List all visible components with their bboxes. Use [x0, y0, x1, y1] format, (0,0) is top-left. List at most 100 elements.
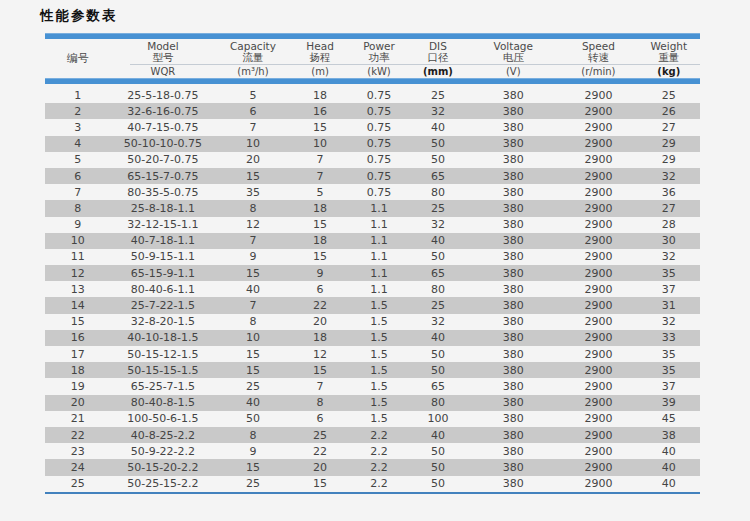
table-cell: 20 — [291, 461, 350, 474]
table-cell: 2900 — [559, 283, 638, 296]
table-cell: 380 — [467, 315, 559, 328]
table-cell: 10 — [215, 331, 290, 344]
table-cell: 380 — [467, 445, 559, 458]
table-cell: 27 — [638, 202, 700, 215]
table-cell: 25 — [291, 429, 350, 442]
header-label: Capacity流量 — [230, 39, 276, 65]
table-cell: 2900 — [559, 396, 638, 409]
table-cell: 45 — [638, 412, 700, 425]
table-bottom-rule — [45, 492, 700, 494]
header-label: Voltage电压 — [494, 39, 533, 65]
table-cell: 380 — [467, 218, 559, 231]
header-unit: (V) — [506, 65, 521, 78]
table-cell: 15 — [291, 121, 350, 134]
table-cell: 1.1 — [350, 283, 409, 296]
table-cell: 15 — [215, 267, 290, 280]
table-cell: 2900 — [559, 461, 638, 474]
table-cell: 2900 — [559, 218, 638, 231]
table-cell: 2.2 — [350, 477, 409, 490]
table-cell: 2900 — [559, 170, 638, 183]
table-cell: 25 — [215, 477, 290, 490]
table-cell: 15 — [215, 461, 290, 474]
table-cell: 50-15-20-2.2 — [111, 461, 216, 474]
table-cell: 29 — [638, 153, 700, 166]
table-cell: 32 — [408, 315, 467, 328]
table-cell: 65-25-7-1.5 — [111, 380, 216, 393]
table-cell: 2900 — [559, 121, 638, 134]
table-cell: 15 — [291, 250, 350, 263]
table-cell: 25 — [638, 89, 700, 102]
table-cell: 18 — [291, 234, 350, 247]
header-label: 编号 — [67, 39, 89, 78]
table-row: 1040-7-18-1.17181.140380290030 — [45, 233, 700, 249]
table-cell: 380 — [467, 477, 559, 490]
table-cell: 65-15-9-1.1 — [111, 267, 216, 280]
table-cell: 2900 — [559, 348, 638, 361]
table-cell: 6 — [291, 412, 350, 425]
table-cell: 25-7-22-1.5 — [111, 299, 216, 312]
header-unit: (m) — [311, 65, 329, 78]
table-row: 1150-9-15-1.19151.150380290032 — [45, 249, 700, 265]
table-cell: 3 — [45, 121, 111, 134]
table-cell: 25 — [408, 89, 467, 102]
table-cell: 40-7-15-0.75 — [111, 121, 216, 134]
table-cell: 20 — [215, 153, 290, 166]
table-cell: 10 — [215, 137, 290, 150]
table-cell: 18 — [291, 202, 350, 215]
table-row: 1532-8-20-1.58201.532380290032 — [45, 314, 700, 330]
table-row: 1425-7-22-1.57221.525380290031 — [45, 297, 700, 313]
table-cell: 380 — [467, 429, 559, 442]
header-label-zh: 扬程 — [310, 52, 331, 64]
table-cell: 2900 — [559, 299, 638, 312]
table-cell: 50-10-10-0.75 — [111, 137, 216, 150]
table-cell: 80-40-6-1.1 — [111, 283, 216, 296]
table-cell: 0.75 — [350, 170, 409, 183]
table-cell: 50 — [408, 153, 467, 166]
table-cell: 26 — [638, 105, 700, 118]
table-cell: 2900 — [559, 445, 638, 458]
table-cell: 35 — [638, 348, 700, 361]
table-cell: 380 — [467, 105, 559, 118]
header-unit: (r/min) — [581, 65, 615, 78]
header-label: Head扬程 — [306, 39, 333, 65]
table-row: 2450-15-20-2.215202.250380290040 — [45, 459, 700, 475]
table-cell: 380 — [467, 461, 559, 474]
table-cell: 380 — [467, 331, 559, 344]
table-body: 125-5-18-0.755180.7525380290025232-6-16-… — [45, 84, 700, 492]
header-cell-voltage: Voltage电压(V) — [467, 39, 559, 78]
table-cell: 20 — [45, 396, 111, 409]
header-label-zh: 转速 — [588, 52, 609, 64]
table-cell: 1.5 — [350, 396, 409, 409]
header-cell-speed: Speed转速(r/min) — [559, 39, 638, 78]
table-cell: 20 — [291, 315, 350, 328]
header-label-zh: 电压 — [503, 52, 524, 64]
table-cell: 22 — [45, 429, 111, 442]
table-row: 2550-25-15-2.225152.250380290040 — [45, 476, 700, 492]
header-unit: WQR — [151, 65, 176, 78]
table-cell: 2900 — [559, 186, 638, 199]
table-cell: 33 — [638, 331, 700, 344]
table-header: 编号Model型号WQRCapacity流量(m³/h)Head扬程(m)Pow… — [45, 39, 700, 78]
table-cell: 80 — [408, 283, 467, 296]
table-cell: 380 — [467, 121, 559, 134]
table-cell: 380 — [467, 250, 559, 263]
table-cell: 50-9-22-2.2 — [111, 445, 216, 458]
table-cell: 380 — [467, 412, 559, 425]
table-row: 1965-25-7-1.52571.565380290037 — [45, 378, 700, 394]
table-row: 2240-8-25-2.28252.240380290038 — [45, 427, 700, 443]
table-cell: 5 — [215, 89, 290, 102]
header-cell-capacity: Capacity流量(m³/h) — [215, 39, 290, 78]
table-cell: 380 — [467, 364, 559, 377]
table-cell: 50 — [408, 477, 467, 490]
table-cell: 7 — [215, 299, 290, 312]
table-cell: 0.75 — [350, 121, 409, 134]
table-cell: 15 — [215, 348, 290, 361]
table-cell: 18 — [45, 364, 111, 377]
table-cell: 32 — [408, 105, 467, 118]
header-label-zh: 功率 — [369, 52, 390, 64]
table-cell: 25-5-18-0.75 — [111, 89, 216, 102]
table-cell: 0.75 — [350, 153, 409, 166]
table-cell: 1.1 — [350, 218, 409, 231]
table-cell: 2 — [45, 105, 111, 118]
table-row: 125-5-18-0.755180.7525380290025 — [45, 87, 700, 103]
